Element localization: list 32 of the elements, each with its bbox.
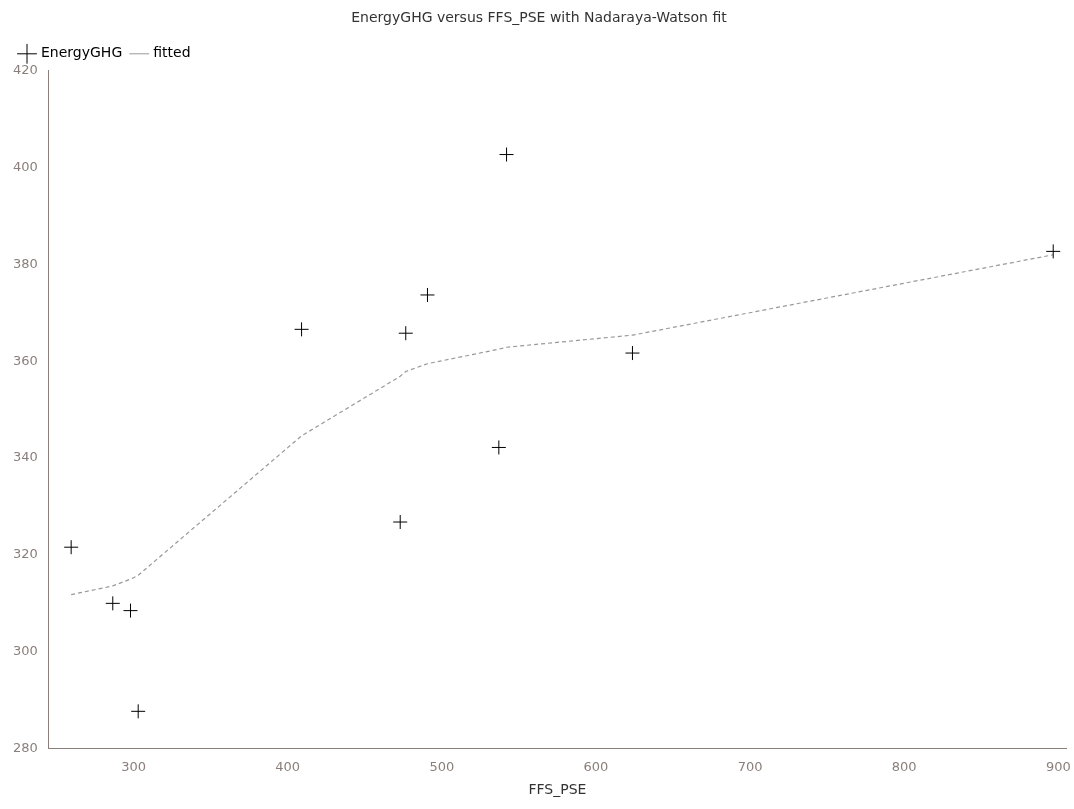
point <box>398 325 414 341</box>
point <box>130 703 146 719</box>
point <box>392 514 408 530</box>
x-tick-label: 700 <box>737 758 763 774</box>
legend-label: fitted <box>153 44 191 61</box>
y-tick-label: 340 <box>12 449 38 465</box>
legend-label: EnergyGHG <box>41 44 123 61</box>
point <box>491 439 507 455</box>
y-tick-label: 380 <box>12 255 38 271</box>
point <box>105 595 121 611</box>
y-tick-label: 280 <box>12 739 38 755</box>
x-tick-label: 300 <box>121 758 146 774</box>
point <box>624 345 640 361</box>
x-axis-title: FFS_PSE <box>528 781 587 798</box>
x-tick-label: 800 <box>891 758 917 774</box>
point <box>499 147 515 163</box>
x-tick-label: 600 <box>583 758 609 774</box>
y-tick-label: 320 <box>12 546 38 562</box>
y-tick-label: 360 <box>12 352 38 368</box>
point <box>1045 243 1061 259</box>
y-tick-label: 420 <box>12 62 38 78</box>
chart-title: EnergyGHG versus FFS_PSE with Nadaraya-Watson fit <box>351 9 728 26</box>
y-tick-label: 300 <box>12 643 38 659</box>
point <box>419 287 435 303</box>
y-tick-label: 400 <box>12 159 38 174</box>
point <box>294 321 310 337</box>
point <box>63 539 79 555</box>
x-tick-label: 500 <box>429 758 455 774</box>
point <box>123 603 138 619</box>
line-series <box>70 254 1054 596</box>
x-tick-label: 900 <box>1045 758 1071 774</box>
x-tick-label: 400 <box>275 758 301 774</box>
